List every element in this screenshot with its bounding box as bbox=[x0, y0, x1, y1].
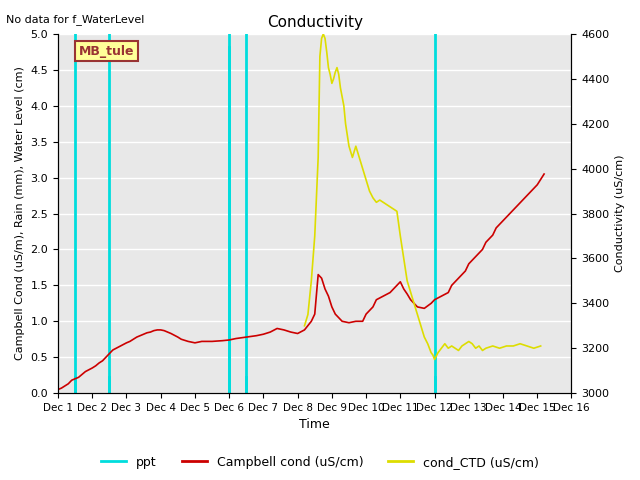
Text: MB_tule: MB_tule bbox=[79, 45, 134, 58]
Text: No data for f_WaterLevel: No data for f_WaterLevel bbox=[6, 14, 145, 25]
Y-axis label: Conductivity (uS/cm): Conductivity (uS/cm) bbox=[615, 155, 625, 272]
Y-axis label: Campbell Cond (uS/m), Rain (mm), Water Level (cm): Campbell Cond (uS/m), Rain (mm), Water L… bbox=[15, 67, 25, 360]
Legend: ppt, Campbell cond (uS/cm), cond_CTD (uS/cm): ppt, Campbell cond (uS/cm), cond_CTD (uS… bbox=[96, 451, 544, 474]
X-axis label: Time: Time bbox=[300, 419, 330, 432]
Title: Conductivity: Conductivity bbox=[267, 15, 363, 30]
